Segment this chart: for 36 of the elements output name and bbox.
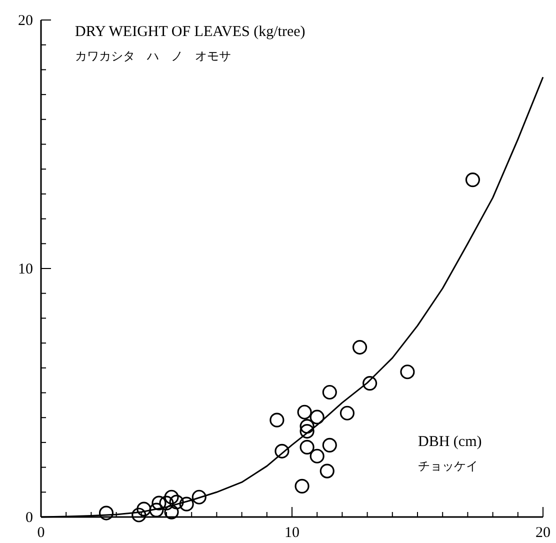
x-tick-label: 0	[37, 525, 45, 541]
point	[322, 438, 337, 452]
x-axis-title: DBH (cm) チョッケイ	[418, 434, 482, 473]
point	[300, 424, 314, 439]
point	[274, 444, 290, 458]
point	[159, 496, 174, 510]
point	[270, 412, 284, 428]
point	[352, 340, 368, 355]
point	[164, 490, 179, 504]
y-axis-title: DRY WEIGHT OF LEAVES (kg/tree) カワカシタ ハ ノ オモサ	[75, 24, 306, 63]
point	[169, 494, 184, 510]
point	[294, 478, 310, 494]
point	[132, 508, 146, 522]
point	[164, 504, 179, 520]
point	[465, 172, 480, 188]
point	[310, 448, 324, 464]
point	[340, 406, 355, 420]
point	[300, 418, 314, 434]
point	[152, 496, 166, 510]
point	[320, 464, 334, 478]
point	[322, 384, 337, 400]
y-tick-label: 10	[18, 262, 33, 278]
point	[192, 490, 206, 504]
y-tick-label: 0	[26, 510, 33, 526]
point	[310, 410, 324, 424]
x-tick-label: 20	[536, 525, 550, 541]
y-tick-label: 20	[18, 13, 33, 29]
point	[179, 496, 194, 512]
point	[300, 440, 314, 454]
point	[98, 506, 114, 520]
point	[297, 404, 312, 420]
x-tick-label: 10	[284, 525, 300, 541]
point	[136, 502, 152, 516]
point	[149, 502, 164, 518]
point	[362, 376, 378, 391]
point	[400, 364, 415, 380]
